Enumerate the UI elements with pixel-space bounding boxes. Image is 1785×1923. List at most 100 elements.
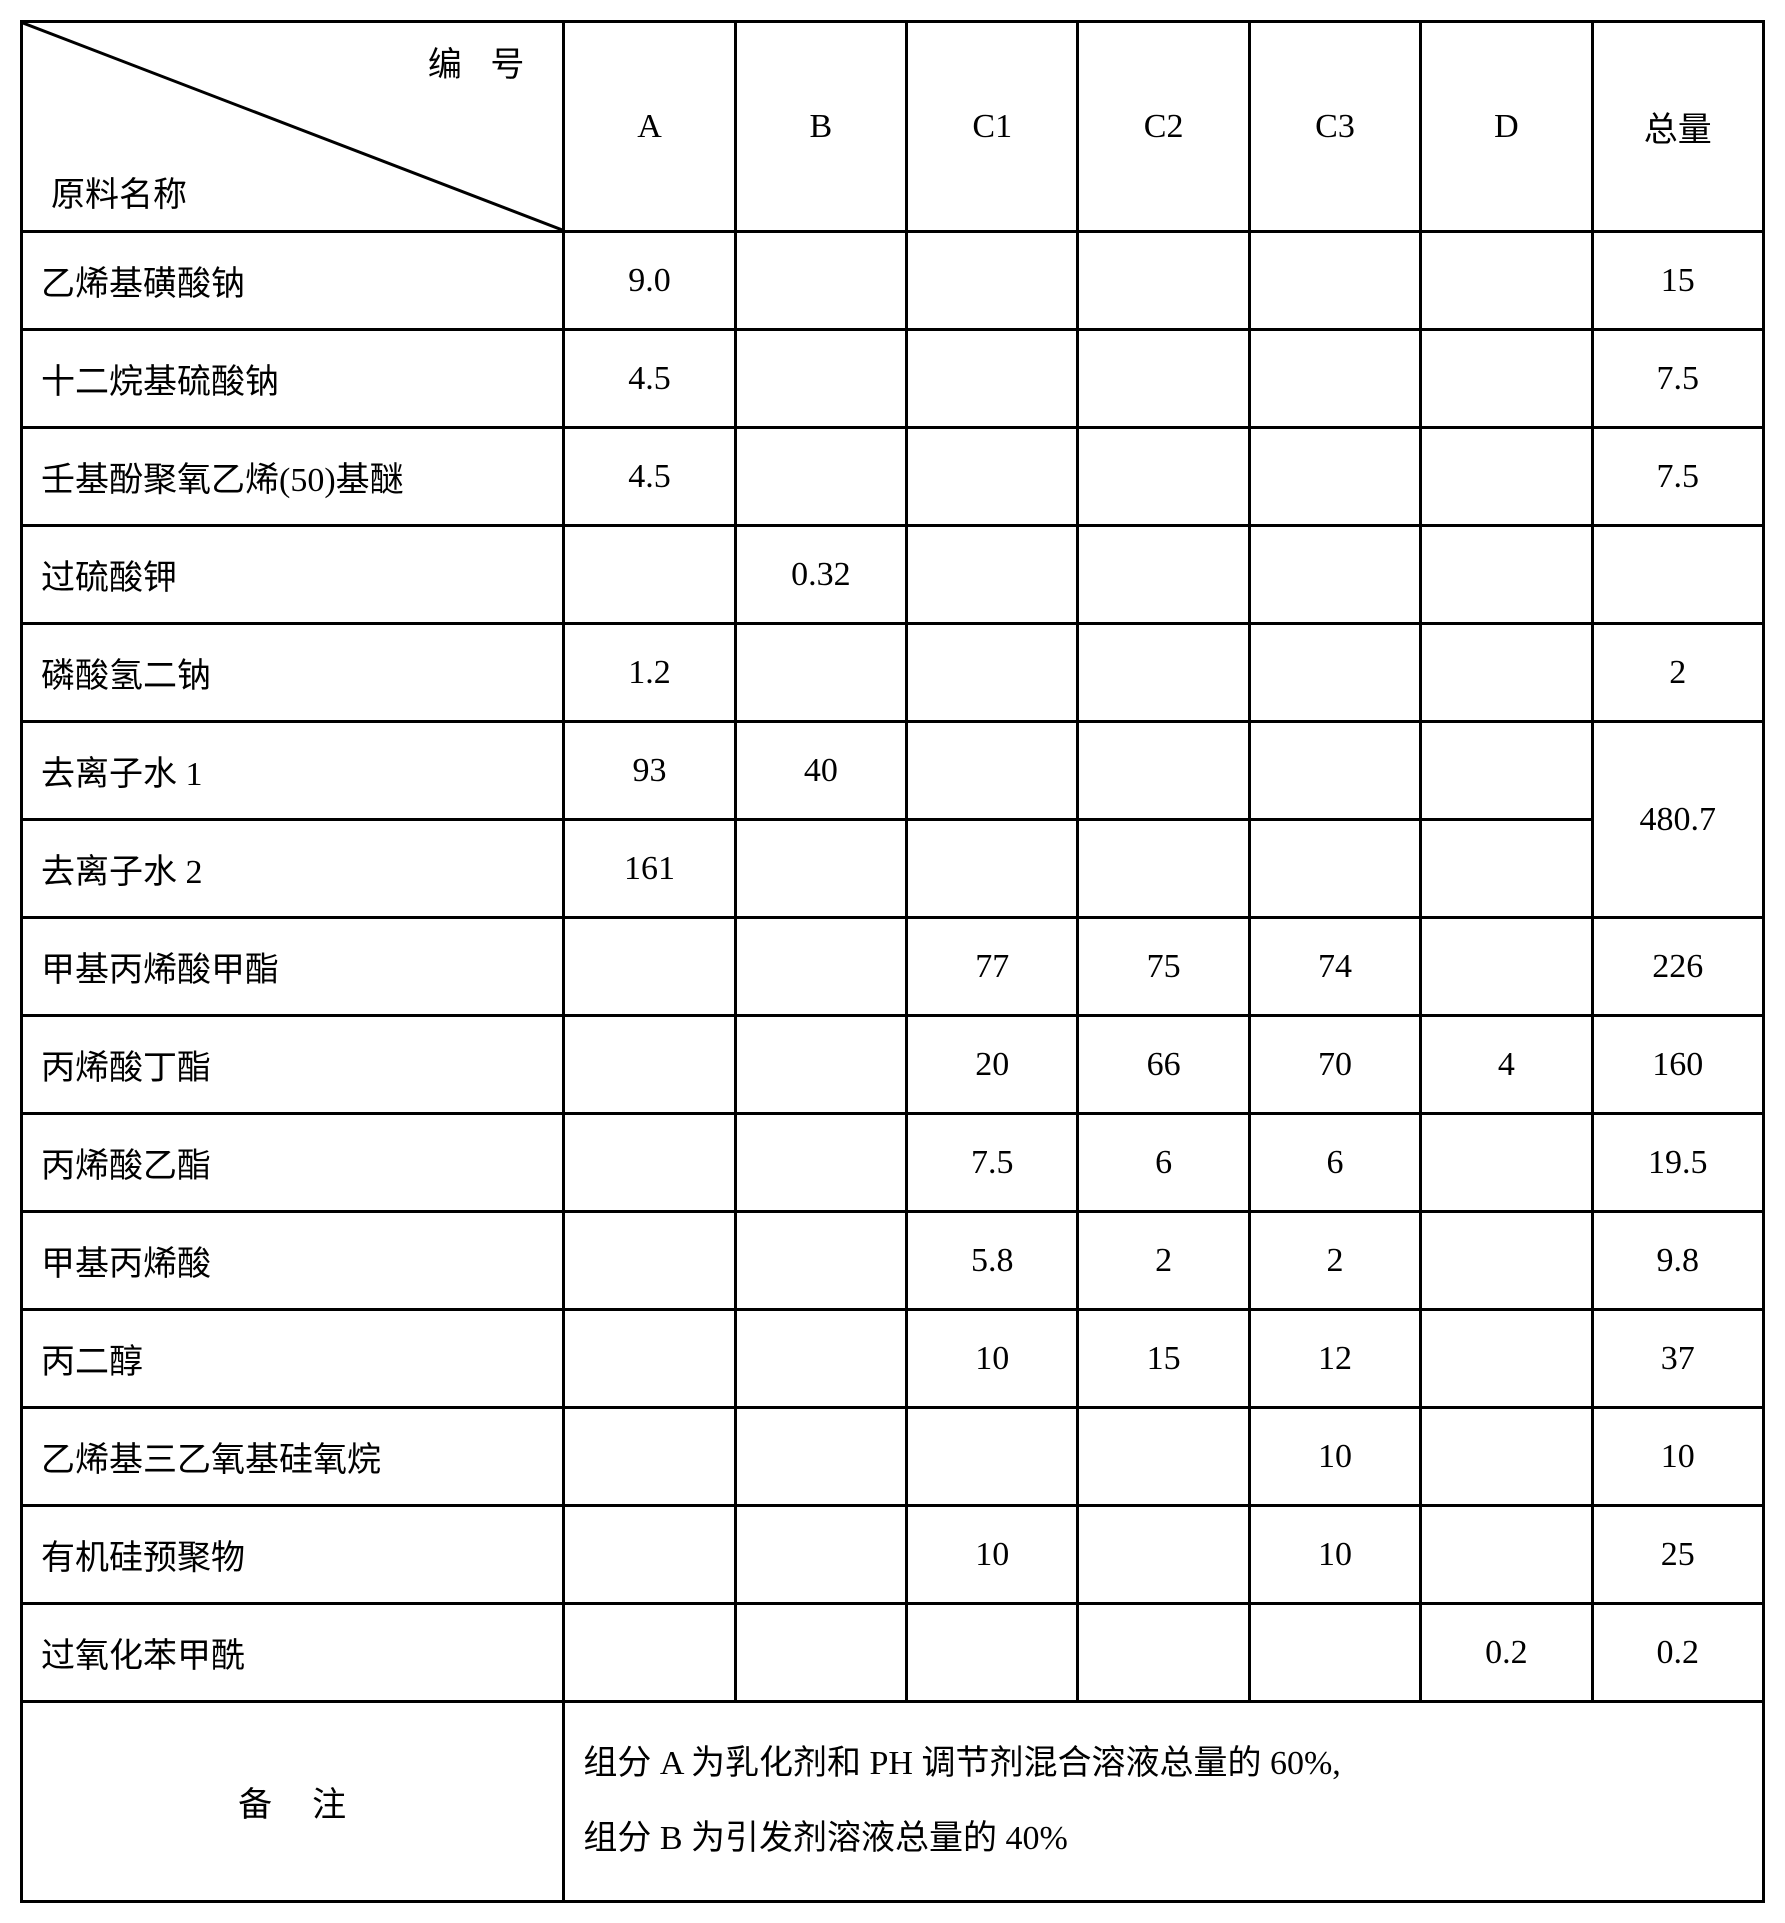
cell-c3: 70: [1249, 1016, 1420, 1114]
cell-c2: 6: [1078, 1114, 1249, 1212]
cell-d: [1421, 1212, 1592, 1310]
table-row: 甲基丙烯酸 5.8 2 2 9.8: [22, 1212, 1764, 1310]
cell-total-merged: 480.7: [1592, 722, 1763, 918]
row-name: 过氧化苯甲酰: [22, 1604, 564, 1702]
cell-c3: [1249, 820, 1420, 918]
cell-a: 9.0: [564, 232, 735, 330]
table-row: 乙烯基磺酸钠 9.0 15: [22, 232, 1764, 330]
table-row: 过硫酸钾 0.32: [22, 526, 1764, 624]
cell-c1: 10: [907, 1310, 1078, 1408]
header-bottom-label: 原料名称: [51, 167, 187, 216]
cell-c3: [1249, 428, 1420, 526]
cell-c2: 75: [1078, 918, 1249, 1016]
cell-c2: [1078, 428, 1249, 526]
cell-a: 93: [564, 722, 735, 820]
cell-c3: 74: [1249, 918, 1420, 1016]
notes-row: 备注 组分 A 为乳化剂和 PH 调节剂混合溶液总量的 60%, 组分 B 为引…: [22, 1702, 1764, 1902]
col-header-c1: C1: [907, 22, 1078, 232]
header-top-label: 编 号: [428, 37, 535, 86]
cell-d: [1421, 1310, 1592, 1408]
cell-c1: [907, 820, 1078, 918]
cell-d: [1421, 1408, 1592, 1506]
cell-total: 226: [1592, 918, 1763, 1016]
table-row: 丙二醇 10 15 12 37: [22, 1310, 1764, 1408]
cell-b: [735, 330, 906, 428]
col-header-d: D: [1421, 22, 1592, 232]
cell-c1: 5.8: [907, 1212, 1078, 1310]
notes-line2: 组分 B 为引发剂溶液总量的 40%: [583, 1820, 1068, 1857]
cell-a: [564, 1114, 735, 1212]
cell-c3: 10: [1249, 1408, 1420, 1506]
cell-b: [735, 1114, 906, 1212]
col-header-total: 总量: [1592, 22, 1763, 232]
cell-c1: 20: [907, 1016, 1078, 1114]
col-header-c3: C3: [1249, 22, 1420, 232]
cell-d: [1421, 1114, 1592, 1212]
row-name: 十二烷基硫酸钠: [22, 330, 564, 428]
cell-b: 40: [735, 722, 906, 820]
cell-b: [735, 1408, 906, 1506]
cell-a: [564, 526, 735, 624]
cell-b: [735, 918, 906, 1016]
cell-total: 2: [1592, 624, 1763, 722]
col-header-b: B: [735, 22, 906, 232]
cell-b: [735, 1310, 906, 1408]
cell-b: [735, 232, 906, 330]
cell-c2: [1078, 1506, 1249, 1604]
row-name: 丙二醇: [22, 1310, 564, 1408]
cell-total: 37: [1592, 1310, 1763, 1408]
cell-c1: [907, 1604, 1078, 1702]
cell-c3: 6: [1249, 1114, 1420, 1212]
notes-label: 备注: [22, 1702, 564, 1902]
row-name: 丙烯酸乙酯: [22, 1114, 564, 1212]
cell-b: [735, 1604, 906, 1702]
cell-total: 160: [1592, 1016, 1763, 1114]
cell-a: 1.2: [564, 624, 735, 722]
cell-c3: 12: [1249, 1310, 1420, 1408]
cell-c1: [907, 428, 1078, 526]
table-row: 十二烷基硫酸钠 4.5 7.5: [22, 330, 1764, 428]
cell-c1: [907, 624, 1078, 722]
cell-c3: [1249, 1604, 1420, 1702]
cell-a: [564, 1506, 735, 1604]
cell-b: [735, 1212, 906, 1310]
cell-total: 9.8: [1592, 1212, 1763, 1310]
cell-c3: [1249, 722, 1420, 820]
cell-d: [1421, 1506, 1592, 1604]
cell-a: [564, 1212, 735, 1310]
cell-c3: [1249, 232, 1420, 330]
cell-c2: [1078, 1604, 1249, 1702]
row-name: 过硫酸钾: [22, 526, 564, 624]
cell-d: [1421, 232, 1592, 330]
cell-total: 10: [1592, 1408, 1763, 1506]
cell-d: [1421, 526, 1592, 624]
col-header-a: A: [564, 22, 735, 232]
cell-c2: 15: [1078, 1310, 1249, 1408]
cell-a: 161: [564, 820, 735, 918]
cell-c2: 2: [1078, 1212, 1249, 1310]
row-name: 乙烯基三乙氧基硅氧烷: [22, 1408, 564, 1506]
cell-c2: [1078, 330, 1249, 428]
table-row: 壬基酚聚氧乙烯(50)基醚 4.5 7.5: [22, 428, 1764, 526]
cell-c2: [1078, 1408, 1249, 1506]
cell-a: [564, 1604, 735, 1702]
cell-d: [1421, 330, 1592, 428]
row-name: 甲基丙烯酸甲酯: [22, 918, 564, 1016]
cell-b: [735, 1506, 906, 1604]
table-row: 过氧化苯甲酰 0.2 0.2: [22, 1604, 1764, 1702]
row-name: 丙烯酸丁酯: [22, 1016, 564, 1114]
table-row: 丙烯酸丁酯 20 66 70 4 160: [22, 1016, 1764, 1114]
cell-c1: 7.5: [907, 1114, 1078, 1212]
cell-c1: [907, 330, 1078, 428]
cell-c3: [1249, 330, 1420, 428]
cell-b: [735, 428, 906, 526]
row-name: 壬基酚聚氧乙烯(50)基醚: [22, 428, 564, 526]
table-row: 丙烯酸乙酯 7.5 6 6 19.5: [22, 1114, 1764, 1212]
row-name: 甲基丙烯酸: [22, 1212, 564, 1310]
diagonal-header-cell: 编 号 原料名称: [22, 22, 564, 232]
row-name: 有机硅预聚物: [22, 1506, 564, 1604]
table-row: 磷酸氢二钠 1.2 2: [22, 624, 1764, 722]
cell-total: 19.5: [1592, 1114, 1763, 1212]
cell-b: 0.32: [735, 526, 906, 624]
cell-c2: [1078, 232, 1249, 330]
